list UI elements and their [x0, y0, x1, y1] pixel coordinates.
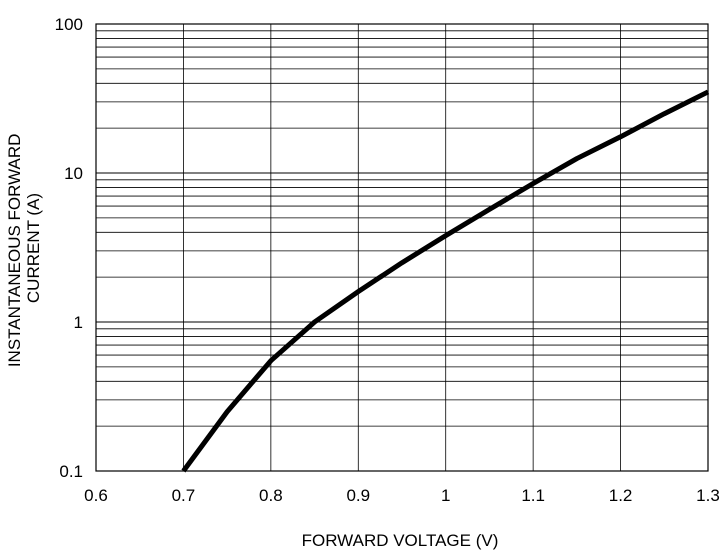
x-tick-label: 1.2 [609, 486, 633, 505]
y-tick-label: 100 [55, 15, 83, 34]
x-tick-label: 1.3 [696, 486, 720, 505]
y-tick-label: 0.1 [59, 462, 83, 481]
x-tick-label: 1.1 [521, 486, 545, 505]
y-axis-tick-labels: 0.1 1 10 100 [55, 15, 83, 481]
plot-border [95, 23, 709, 472]
x-tick-label: 0.6 [84, 486, 108, 505]
x-axis-title: FORWARD VOLTAGE (V) [302, 531, 499, 550]
y-axis-title: INSTANTANEOUS FORWARD CURRENT (A) [5, 129, 43, 367]
y-axis-title-line-2: CURRENT (A) [24, 193, 43, 303]
y-axis-title-line-1: INSTANTANEOUS FORWARD [5, 134, 24, 368]
x-axis-tick-labels: 0.6 0.7 0.8 0.9 1 1.1 1.2 1.3 [84, 486, 720, 505]
x-tick-label: 0.8 [259, 486, 283, 505]
y-tick-label: 10 [64, 164, 83, 183]
series-layer [181, 89, 710, 473]
x-tick-label: 0.9 [346, 486, 370, 505]
y-tick-label: 1 [74, 313, 83, 332]
x-tick-label: 1 [441, 486, 450, 505]
x-tick-label: 0.7 [172, 486, 196, 505]
forward-current-curve [181, 89, 710, 473]
plot-frame [95, 23, 709, 472]
grid [96, 24, 708, 471]
